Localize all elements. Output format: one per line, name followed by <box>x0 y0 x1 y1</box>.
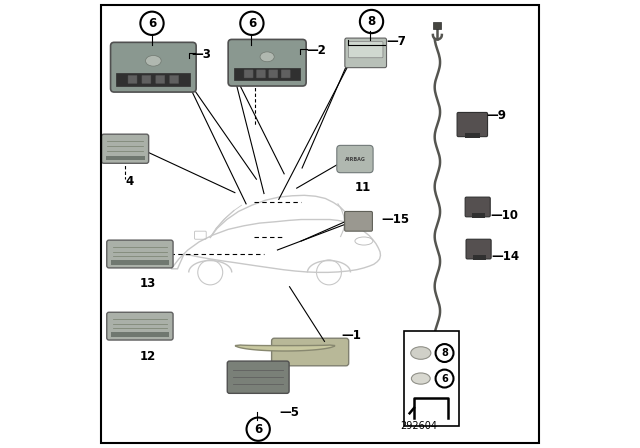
FancyBboxPatch shape <box>476 133 480 138</box>
Text: 8: 8 <box>441 348 448 358</box>
FancyBboxPatch shape <box>465 197 490 217</box>
Text: 12: 12 <box>140 349 156 363</box>
Ellipse shape <box>145 56 161 66</box>
FancyBboxPatch shape <box>234 68 300 80</box>
FancyBboxPatch shape <box>476 213 481 218</box>
Text: 6: 6 <box>254 422 262 436</box>
FancyBboxPatch shape <box>465 133 470 138</box>
FancyBboxPatch shape <box>348 42 383 58</box>
Text: 6: 6 <box>248 17 256 30</box>
FancyBboxPatch shape <box>481 255 486 260</box>
FancyBboxPatch shape <box>472 213 477 218</box>
FancyBboxPatch shape <box>269 70 278 78</box>
Text: —3: —3 <box>191 48 211 61</box>
FancyBboxPatch shape <box>477 255 481 260</box>
FancyBboxPatch shape <box>257 70 266 78</box>
Text: 6: 6 <box>148 17 156 30</box>
FancyBboxPatch shape <box>344 211 372 231</box>
FancyBboxPatch shape <box>228 39 306 86</box>
FancyBboxPatch shape <box>111 332 169 337</box>
FancyBboxPatch shape <box>107 240 173 268</box>
Text: 13: 13 <box>140 276 156 290</box>
Text: —9: —9 <box>486 109 507 122</box>
Text: —10: —10 <box>490 209 518 223</box>
FancyBboxPatch shape <box>111 260 169 265</box>
FancyBboxPatch shape <box>345 38 387 68</box>
FancyBboxPatch shape <box>470 133 475 138</box>
Ellipse shape <box>412 373 430 384</box>
FancyBboxPatch shape <box>480 213 484 218</box>
FancyBboxPatch shape <box>142 75 151 83</box>
Text: AIRBAG: AIRBAG <box>344 156 365 162</box>
FancyBboxPatch shape <box>156 75 164 83</box>
Text: —15: —15 <box>381 213 409 226</box>
Polygon shape <box>235 345 335 351</box>
FancyBboxPatch shape <box>107 312 173 340</box>
Ellipse shape <box>260 52 274 62</box>
FancyBboxPatch shape <box>106 155 145 160</box>
FancyBboxPatch shape <box>111 42 196 92</box>
FancyBboxPatch shape <box>116 73 190 86</box>
Ellipse shape <box>411 347 431 359</box>
Text: 11: 11 <box>355 181 371 194</box>
FancyBboxPatch shape <box>433 22 442 29</box>
FancyBboxPatch shape <box>227 361 289 393</box>
FancyBboxPatch shape <box>404 331 459 426</box>
FancyBboxPatch shape <box>271 338 349 366</box>
Text: —14: —14 <box>491 250 519 263</box>
Text: 292604: 292604 <box>400 422 437 431</box>
FancyBboxPatch shape <box>244 70 253 78</box>
FancyBboxPatch shape <box>170 75 179 83</box>
Text: —1: —1 <box>342 328 362 342</box>
Text: 6: 6 <box>441 374 448 383</box>
Text: —7: —7 <box>387 34 406 48</box>
Text: 4: 4 <box>125 175 133 188</box>
FancyBboxPatch shape <box>102 134 148 163</box>
FancyBboxPatch shape <box>457 112 488 137</box>
FancyBboxPatch shape <box>281 70 290 78</box>
Text: —2: —2 <box>307 43 326 57</box>
Text: —5: —5 <box>280 405 300 419</box>
FancyBboxPatch shape <box>466 239 491 259</box>
Text: 8: 8 <box>367 15 376 28</box>
FancyBboxPatch shape <box>473 255 477 260</box>
FancyBboxPatch shape <box>337 145 373 172</box>
FancyBboxPatch shape <box>128 75 137 83</box>
